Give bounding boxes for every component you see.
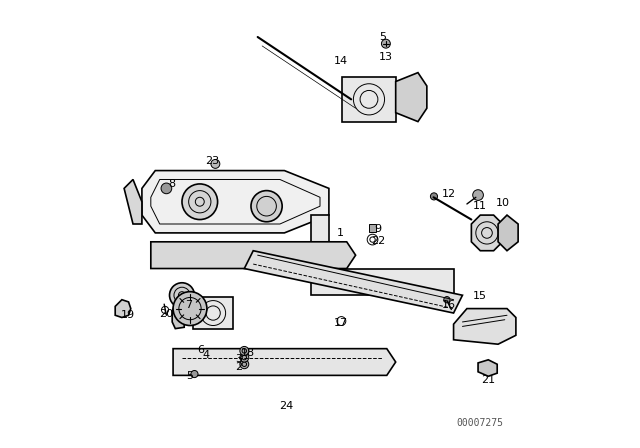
Circle shape [240, 353, 249, 362]
Text: 5: 5 [379, 32, 386, 42]
Text: 16: 16 [442, 300, 456, 310]
Text: 15: 15 [472, 291, 486, 301]
Polygon shape [454, 309, 516, 344]
Polygon shape [172, 304, 184, 329]
Text: 17: 17 [334, 318, 348, 328]
Bar [369, 224, 376, 232]
Polygon shape [396, 73, 427, 121]
Polygon shape [244, 251, 463, 313]
Text: 3: 3 [236, 354, 243, 364]
Circle shape [173, 292, 207, 326]
Circle shape [444, 297, 450, 303]
Circle shape [381, 39, 390, 48]
Text: 00007275: 00007275 [457, 418, 504, 428]
Circle shape [251, 190, 282, 222]
Polygon shape [478, 360, 497, 376]
Text: 1: 1 [337, 228, 344, 238]
Text: 18: 18 [241, 348, 255, 358]
Circle shape [431, 193, 438, 200]
Circle shape [161, 183, 172, 194]
Circle shape [182, 184, 218, 220]
Polygon shape [311, 215, 454, 295]
Text: 5: 5 [186, 371, 193, 381]
Circle shape [473, 190, 483, 200]
Text: 10: 10 [495, 198, 509, 207]
Polygon shape [173, 349, 396, 375]
Polygon shape [142, 171, 329, 233]
Polygon shape [124, 180, 142, 224]
Polygon shape [151, 242, 356, 268]
Text: 21: 21 [481, 375, 495, 385]
Text: 11: 11 [472, 201, 486, 211]
Polygon shape [115, 300, 131, 318]
Text: 6: 6 [198, 345, 205, 354]
Text: 4: 4 [203, 350, 210, 360]
Text: 2: 2 [236, 362, 243, 372]
Circle shape [240, 346, 249, 355]
Text: 12: 12 [442, 189, 456, 199]
Text: 24: 24 [280, 401, 294, 411]
Bar [342, 77, 396, 121]
Polygon shape [498, 215, 518, 251]
Polygon shape [472, 215, 502, 251]
Bar [193, 297, 233, 329]
Text: 9: 9 [374, 224, 381, 234]
Text: 22: 22 [371, 236, 385, 246]
Circle shape [211, 159, 220, 168]
Text: 8: 8 [168, 179, 176, 189]
Text: 7: 7 [185, 300, 192, 310]
Text: 14: 14 [334, 56, 348, 66]
Circle shape [191, 370, 198, 378]
Circle shape [240, 360, 249, 369]
Text: 13: 13 [379, 52, 393, 62]
Text: 20: 20 [159, 309, 173, 319]
Text: 19: 19 [120, 310, 135, 320]
Text: 23: 23 [205, 156, 220, 166]
Circle shape [170, 283, 195, 308]
